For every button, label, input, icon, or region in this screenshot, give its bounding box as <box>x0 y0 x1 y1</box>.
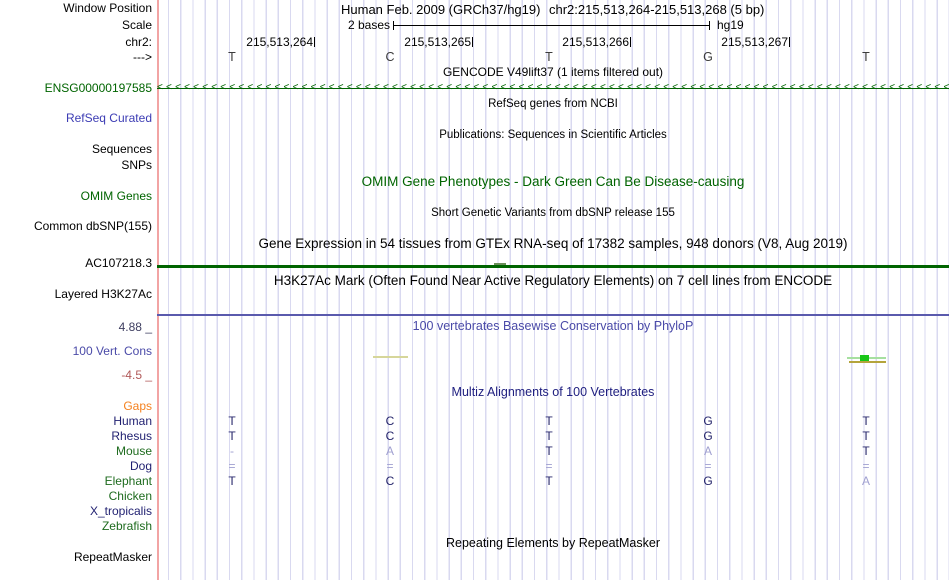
alignment-row-label-dog[interactable]: Dog <box>129 459 152 473</box>
track-title-dbsnp[interactable]: Short Genetic Variants from dbSNP releas… <box>431 207 675 219</box>
alignment-base: A <box>385 444 394 458</box>
alignment-base: G <box>703 474 713 488</box>
gene-label-ac107218[interactable]: AC107218.3 <box>85 256 152 270</box>
alignment-base: T <box>545 474 553 488</box>
sequence-base: T <box>228 50 236 64</box>
alignment-base: = <box>545 459 553 473</box>
track-label-sequences[interactable]: Sequences <box>91 142 152 156</box>
alignment-base: T <box>545 414 553 428</box>
track-title-publications[interactable]: Publications: Sequences in Scientific Ar… <box>439 129 667 141</box>
scale-bar <box>393 21 710 30</box>
ruler-position-value: 215,513,266 <box>562 35 629 49</box>
alignment-base: G <box>703 414 713 428</box>
gene-label-ensg[interactable]: ENSG00000197585 <box>44 81 152 95</box>
track-title-multiz[interactable]: Multiz Alignments of 100 Vertebrates <box>451 385 655 399</box>
alignment-base: T <box>545 429 553 443</box>
track-label-common-dbsnp[interactable]: Common dbSNP(155) <box>33 219 152 233</box>
gene-line <box>157 88 949 89</box>
phylop-track-border <box>157 314 949 316</box>
base-position-guidelines <box>157 0 949 580</box>
alignment-base: A <box>861 474 870 488</box>
alignment-row-label-rhesus[interactable]: Rhesus <box>111 429 152 443</box>
alignment-row-label-zebrafish[interactable]: Zebrafish <box>101 519 152 533</box>
alignment-base: T <box>228 429 236 443</box>
track-title-gencode[interactable]: GENCODE V49lift37 (1 items filtered out) <box>442 65 664 79</box>
ruler-position-value: 215,513,264 <box>246 35 313 49</box>
gtex-gene-mark <box>494 263 506 265</box>
ruler-tick <box>314 37 315 47</box>
alignment-row-label-elephant[interactable]: Elephant <box>104 474 152 488</box>
strand-arrows-left-icon[interactable]: <<<<<<<<<<<<<<<<<<<<<<<<<<<<<<<<<<<<<<<<… <box>157 82 949 93</box>
track-label-layered-h3k27ac[interactable]: Layered H3K27Ac <box>54 287 152 301</box>
track-title-h3k27ac[interactable]: H3K27Ac Mark (Often Found Near Active Re… <box>273 273 833 288</box>
phylop-zero-mark <box>373 356 408 358</box>
alignment-base: T <box>862 414 870 428</box>
alignment-row-label-mouse[interactable]: Mouse <box>115 444 152 458</box>
track-title-refseq[interactable]: RefSeq genes from NCBI <box>488 98 618 110</box>
track-label-repeatmasker[interactable]: RepeatMasker <box>73 550 152 564</box>
alignment-base: C <box>385 474 395 488</box>
alignment-row-label-chicken[interactable]: Chicken <box>108 489 152 503</box>
strand-direction-label[interactable]: ---> <box>133 50 152 64</box>
ruler-position-value: 215,513,267 <box>721 35 788 49</box>
alignment-row-label-human[interactable]: Human <box>113 414 152 428</box>
alignment-base: G <box>703 429 713 443</box>
ruler-tick <box>630 37 631 47</box>
phylop-negative-mark <box>849 361 886 363</box>
phylop-axis-min: -4.5 _ <box>121 368 152 382</box>
alignment-base: = <box>704 459 712 473</box>
track-label-vert-cons[interactable]: 100 Vert. Cons <box>72 344 152 358</box>
scale-value: 2 bases <box>347 18 390 32</box>
alignment-base: A <box>703 444 712 458</box>
sequence-base: T <box>862 50 870 64</box>
alignment-base: = <box>228 459 236 473</box>
scale-label: Scale <box>121 18 152 32</box>
track-title-repeatmasker[interactable]: Repeating Elements by RepeatMasker <box>445 536 660 550</box>
alignment-base: = <box>862 459 870 473</box>
assembly-title: Human Feb. 2009 (GRCh37/hg19) <box>341 2 541 17</box>
sequence-base: G <box>703 50 713 64</box>
sequence-base: C <box>385 50 395 64</box>
window-position-label: Window Position <box>63 1 152 15</box>
ruler-position-value: 215,513,265 <box>404 35 471 49</box>
alignment-row-label-gaps[interactable]: Gaps <box>123 399 152 413</box>
sequence-base: T <box>545 50 553 64</box>
alignment-base: = <box>386 459 394 473</box>
alignment-base: - <box>230 444 234 458</box>
alignment-base: T <box>228 414 236 428</box>
alignment-base: T <box>862 444 870 458</box>
phylop-axis-max: 4.88 _ <box>118 320 152 334</box>
track-label-snps[interactable]: SNPs <box>121 158 152 172</box>
track-title-omim[interactable]: OMIM Gene Phenotypes - Dark Green Can Be… <box>361 174 745 189</box>
track-title-gtex[interactable]: Gene Expression in 54 tissues from GTEx … <box>258 236 848 251</box>
window-start-guideline <box>157 0 159 580</box>
chrom-label: chr2: <box>125 35 152 49</box>
alignment-base: T <box>545 444 553 458</box>
alignment-base: T <box>862 429 870 443</box>
ruler-tick <box>789 37 790 47</box>
phylop-positive-mark <box>860 355 869 362</box>
alignment-base: C <box>385 414 395 428</box>
scale-assembly: hg19 <box>717 18 744 32</box>
track-title-phylop[interactable]: 100 vertebrates Basewise Conservation by… <box>412 319 694 333</box>
alignment-base: C <box>385 429 395 443</box>
track-label-refseq-curated[interactable]: RefSeq Curated <box>65 111 152 125</box>
gtex-gene-line[interactable] <box>157 265 949 268</box>
alignment-row-label-x_tropicalis[interactable]: X_tropicalis <box>89 504 152 518</box>
ruler-tick <box>472 37 473 47</box>
track-label-omim-genes[interactable]: OMIM Genes <box>80 189 152 203</box>
alignment-base: T <box>228 474 236 488</box>
position-display: chr2:215,513,264-215,513,268 (5 bp) <box>549 2 765 17</box>
